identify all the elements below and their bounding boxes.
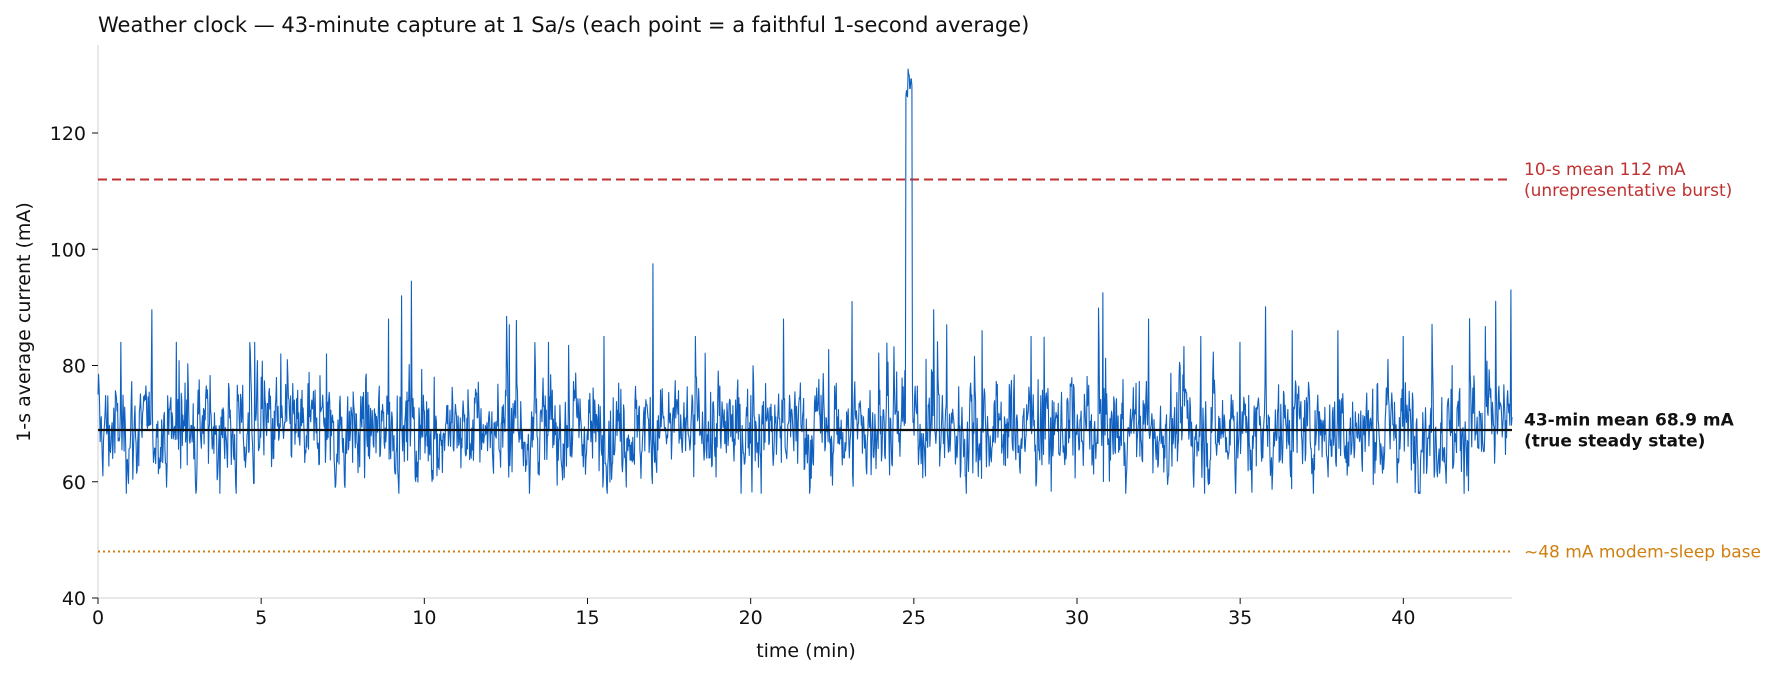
y-tick-label: 80 xyxy=(62,356,86,378)
y-tick-label: 60 xyxy=(62,472,86,494)
x-tick-label: 10 xyxy=(412,607,436,629)
y-tick-label: 120 xyxy=(50,123,86,145)
reference-label: (unrepresentative burst) xyxy=(1524,181,1732,201)
x-tick-label: 20 xyxy=(739,607,763,629)
x-tick-label: 25 xyxy=(902,607,926,629)
reference-label: 43-min mean 68.9 mA xyxy=(1524,411,1735,431)
x-tick-label: 35 xyxy=(1228,607,1252,629)
x-tick-label: 40 xyxy=(1391,607,1415,629)
reference-lines xyxy=(98,178,1512,553)
reference-label: 10-s mean 112 mA xyxy=(1524,160,1686,180)
x-tick-label: 0 xyxy=(92,607,104,629)
reference-label: ~48 mA modem-sleep base xyxy=(1524,543,1761,563)
x-tick-label: 15 xyxy=(575,607,599,629)
chart-title: Weather clock — 43-minute capture at 1 S… xyxy=(98,13,1029,37)
current-series-line xyxy=(97,68,1513,494)
x-tick-label: 5 xyxy=(255,607,267,629)
reference-label: (true steady state) xyxy=(1524,432,1705,452)
series-layer xyxy=(97,68,1513,494)
annotations: 10-s mean 112 mA(unrepresentative burst)… xyxy=(98,160,1761,563)
axes: 0 5 10 15 20 25 30 35 40 40 60 80 100 120 xyxy=(50,45,1512,629)
x-axis-label: time (min) xyxy=(756,640,856,662)
y-tick-label: 40 xyxy=(62,588,86,610)
y-axis-label: 1-s average current (mA) xyxy=(13,202,35,442)
x-tick-label: 30 xyxy=(1065,607,1089,629)
y-tick-label: 100 xyxy=(50,239,86,261)
